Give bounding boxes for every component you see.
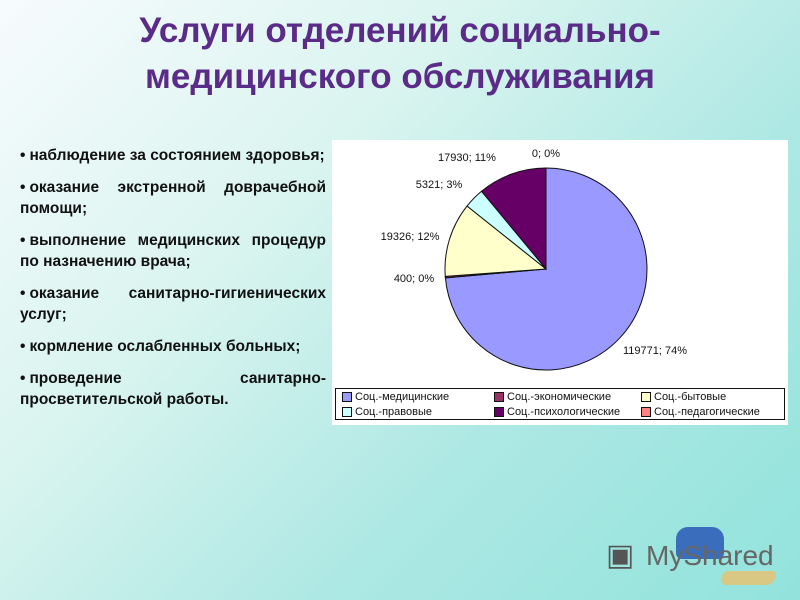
service-text: проведение санитарно-просветительской ра… bbox=[20, 370, 326, 408]
bullet-dot-icon: • bbox=[20, 285, 26, 302]
watermark-logo: ▣ MyShared bbox=[606, 522, 796, 592]
pie-data-label: 400; 0% bbox=[394, 273, 435, 285]
hand-icon bbox=[721, 571, 776, 585]
legend-label: Соц.-педагогические bbox=[654, 406, 760, 418]
pie-chart: 119771; 74% 400; 0% 19326; 12% 5321; 3% 1793… bbox=[381, 148, 687, 371]
legend-label: Соц.-экономические bbox=[507, 391, 612, 403]
legend-item: Соц.-бытовые bbox=[641, 390, 726, 404]
chart-panel: 119771; 74% 400; 0% 19326; 12% 5321; 3% 1793… bbox=[332, 140, 788, 425]
pie-data-label: 0; 0% bbox=[532, 148, 560, 160]
bullet-dot-icon: • bbox=[20, 370, 26, 387]
bullet-dot-icon: • bbox=[20, 338, 26, 355]
bullet-dot-icon: • bbox=[20, 147, 26, 164]
pie-data-label: 119771; 74% bbox=[623, 345, 687, 357]
legend-label: Соц.-правовые bbox=[355, 406, 432, 418]
service-text: оказание санитарно-гигиенических услуг; bbox=[20, 285, 326, 323]
service-item: • проведение санитарно-просветительской р… bbox=[20, 368, 326, 410]
pie-slice bbox=[480, 167, 547, 271]
service-list: • наблюдение за состоянием здоровья; • ока… bbox=[20, 145, 326, 421]
page-title: Услуги отделений социально- медицинского… bbox=[0, 8, 800, 100]
bullet-dot-icon: • bbox=[20, 179, 26, 196]
watermark-text: MyShared bbox=[646, 540, 774, 571]
legend-swatch bbox=[641, 407, 651, 417]
service-item: • оказание санитарно-гигиенических услуг; bbox=[20, 283, 326, 325]
pie-slice bbox=[444, 205, 548, 277]
service-text: оказание экстренной доврачебной помощи; bbox=[20, 179, 326, 217]
pie-data-label: 17930; 11% bbox=[438, 152, 496, 164]
service-text: выполнение медицинских процедур по назна… bbox=[20, 232, 326, 270]
pie-data-label: 5321; 3% bbox=[416, 179, 463, 191]
presentation-icon: ▣ bbox=[606, 539, 635, 572]
title-line-1: Услуги отделений социально- bbox=[139, 11, 661, 50]
pie-data-label: 19326; 12% bbox=[381, 231, 440, 243]
legend-label: Соц.-психологические bbox=[507, 406, 621, 418]
legend-swatch bbox=[342, 392, 352, 402]
service-item: • кормление ослабленных больных; bbox=[20, 336, 326, 357]
watermark-mark-icon bbox=[676, 527, 724, 559]
chart-legend: Соц.-медицинские Соц.-экономические Соц.-б… bbox=[335, 388, 785, 420]
legend-swatch bbox=[494, 392, 504, 402]
legend-item: Соц.-медицинские bbox=[342, 390, 449, 404]
service-item: • наблюдение за состоянием здоровья; bbox=[20, 145, 326, 166]
legend-label: Соц.-медицинские bbox=[355, 391, 450, 403]
legend-swatch bbox=[641, 392, 651, 402]
legend-swatch bbox=[494, 407, 504, 417]
service-text: наблюдение за состоянием здоровья; bbox=[29, 147, 325, 164]
legend-item: Соц.-экономические bbox=[494, 390, 611, 404]
legend-label: Соц.-бытовые bbox=[654, 391, 727, 403]
legend-item: Соц.-психологические bbox=[494, 405, 620, 419]
legend-item: Соц.-педагогические bbox=[641, 405, 760, 419]
legend-item: Соц.-правовые bbox=[342, 405, 432, 419]
service-item: • выполнение медицинских процедур по назн… bbox=[20, 230, 326, 272]
bullet-dot-icon: • bbox=[20, 232, 26, 249]
title-line-2: медицинского обслуживания bbox=[145, 57, 655, 96]
service-text: кормление ослабленных больных; bbox=[29, 338, 301, 355]
legend-swatch bbox=[342, 407, 352, 417]
service-item: • оказание экстренной доврачебной помощи; bbox=[20, 177, 326, 219]
